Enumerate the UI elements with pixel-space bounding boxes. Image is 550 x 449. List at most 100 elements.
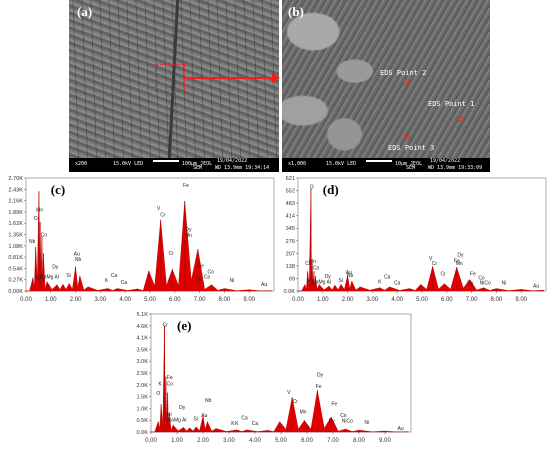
peak-label: Ca [111, 273, 118, 279]
peak-label: Fe [167, 375, 173, 381]
x-tick-label: 1.00 [317, 297, 329, 303]
y-tick-label: 69 [289, 276, 295, 282]
x-tick-label: 6.00 [169, 297, 181, 303]
sem-texture-b [282, 0, 490, 158]
peak-label: Mn [309, 259, 316, 265]
peak-label: Si [338, 278, 342, 284]
peak-label: Ni [307, 278, 312, 284]
x-tick-label: 4.00 [119, 297, 131, 303]
x-tick-label: 7.00 [194, 297, 206, 303]
working-distance: WD 13.9mm 19:34:14 [215, 165, 270, 171]
peak-label: O [156, 391, 160, 397]
x-tick-label: 1.00 [171, 438, 183, 444]
y-tick-label: 276 [286, 239, 295, 245]
y-tick-label: 552 [286, 189, 295, 195]
sem-image-b: (b) EDS Point 2 EDS Point 1 EDS Point 3 … [282, 0, 490, 172]
x-tick-label: 2.00 [70, 297, 82, 303]
peak-label: Cr [440, 271, 446, 277]
peak-label: Cr [160, 213, 166, 219]
y-tick-label: 4.6K [136, 324, 148, 330]
y-tick-label: 483 [286, 201, 295, 207]
peak-label: Cr [168, 251, 174, 257]
x-tick-label: 0.00 [292, 297, 304, 303]
y-tick-label: 3.0K [136, 359, 148, 365]
plot-frame [297, 177, 547, 292]
peak-label: Dy [179, 405, 186, 411]
peak-label: Ni [229, 278, 234, 284]
working-distance: WD 13.9mm 19:33:09 [428, 165, 483, 171]
x-tick-label: 2.00 [197, 438, 209, 444]
y-tick-label: 2.5K [136, 371, 148, 377]
peak-label: Mn [185, 233, 192, 239]
peak-label: Fe [454, 258, 460, 264]
highlight-box [155, 64, 185, 92]
peak-label: Nb [347, 273, 354, 279]
mode: SEM [193, 165, 203, 171]
x-tick-label: 6.00 [441, 297, 453, 303]
x-tick-label: 8.00 [491, 297, 503, 303]
peak-label: V [429, 256, 433, 262]
peak-label: Nb [75, 257, 82, 263]
date: 19/04/2022 [430, 158, 461, 164]
x-tick-label: 9.00 [243, 297, 255, 303]
y-tick-label: 207 [286, 251, 295, 257]
eds-spectrum-c: 0.00K0.27K0.54K0.81K1.08K1.35K1.62K1.89K… [8, 176, 275, 303]
peak-label: NiCo [480, 280, 491, 286]
peak-label: Cr [34, 216, 40, 222]
peak-label: Nb [205, 398, 212, 404]
peak-label: Co [478, 276, 485, 282]
scale-bar [153, 160, 179, 162]
y-tick-label: 1.62K [8, 221, 23, 227]
mode: SEM [406, 165, 416, 171]
peak-label: Cr [293, 399, 299, 405]
peak-label: Co [167, 382, 174, 388]
peak-label: K [105, 278, 109, 284]
y-tick-label: 1.08K [8, 244, 23, 250]
y-tick-label: 4.1K [136, 336, 148, 342]
peak-label: Fe [470, 271, 476, 277]
eds-point-2-label: EDS Point 2 [380, 69, 427, 77]
zoom-arrow-head [272, 73, 280, 83]
eds-point-1-marker [457, 115, 463, 121]
x-tick-label: 3.00 [95, 297, 107, 303]
peak-label: V [157, 206, 161, 212]
peak-label: Au [533, 284, 539, 290]
peak-label: Fe [183, 183, 189, 189]
y-tick-label: 0.5K [136, 418, 148, 424]
peak-label: Dy [317, 372, 324, 378]
panel-label-b: (b) [288, 4, 304, 19]
y-tick-label: 414 [286, 214, 295, 220]
scale-label: 10μm JEOL [395, 161, 423, 167]
peak-label: Mn [36, 207, 43, 213]
y-tick-label: 0.27K [8, 278, 23, 284]
plot-frame [25, 177, 275, 292]
x-tick-label: 0.00 [20, 297, 32, 303]
peak-label: Cr [432, 261, 438, 267]
peak-label: Au [74, 251, 80, 257]
y-tick-label: 1.35K [8, 233, 23, 239]
peak-label: Dy [325, 274, 332, 280]
panel-label: (c) [51, 182, 65, 197]
peak-label: Nb [29, 239, 36, 245]
peak-label: K [158, 382, 162, 388]
peak-label: Au [346, 270, 352, 276]
y-tick-label: 0.0K [136, 430, 148, 436]
x-tick-label: 6.00 [301, 438, 313, 444]
peak-label: Dy [195, 277, 202, 283]
y-tick-label: 0.81K [8, 255, 23, 261]
y-tick-label: 1.0K [136, 406, 148, 412]
x-tick-label: 9.00 [515, 297, 527, 303]
magnification: x1,000 [288, 161, 307, 167]
panel-label: (e) [177, 318, 191, 333]
x-tick-label: 5.00 [275, 438, 287, 444]
peak-label: NaMg Al [40, 274, 59, 280]
scale-label: 100μm JEOL [182, 161, 213, 167]
peak-label: Co [204, 274, 211, 280]
y-tick-label: 621 [286, 176, 295, 182]
eds-point-3-label: EDS Point 3 [388, 144, 435, 152]
y-tick-label: 3.5K [136, 347, 148, 353]
eds-point-1-label: EDS Point 1 [428, 100, 475, 108]
x-tick-label: 5.00 [416, 297, 428, 303]
peak-label: Ca [252, 421, 259, 427]
y-tick-label: 2.43K [8, 187, 23, 193]
